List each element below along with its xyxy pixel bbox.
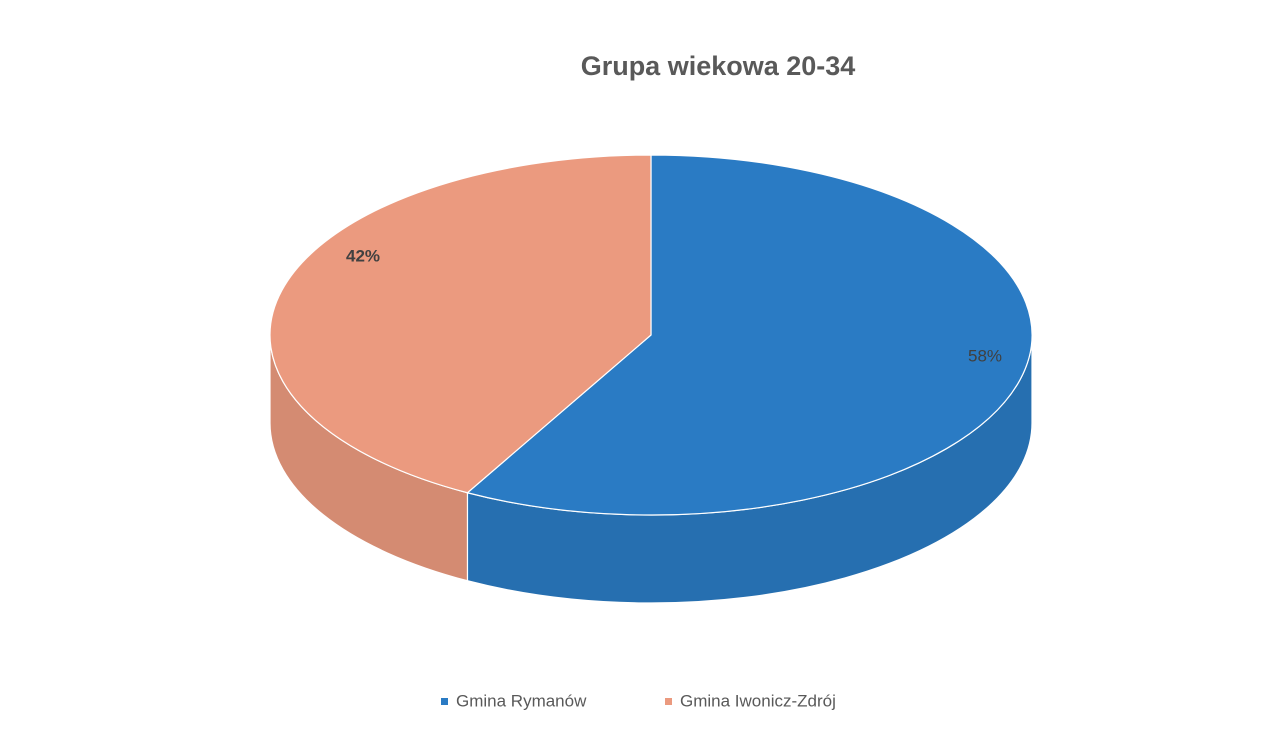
- chart-title: Grupa wiekowa 20-34: [581, 51, 856, 81]
- data-label: 58%: [968, 346, 1002, 365]
- legend-label: Gmina Rymanów: [456, 691, 587, 710]
- legend-swatch: [665, 698, 672, 705]
- pie-slice: [466, 154, 1033, 516]
- legend-swatch: [441, 698, 448, 705]
- legend-label: Gmina Iwonicz-Zdrój: [680, 691, 836, 710]
- data-label: 42%: [346, 246, 380, 265]
- pie-slice: [269, 154, 652, 494]
